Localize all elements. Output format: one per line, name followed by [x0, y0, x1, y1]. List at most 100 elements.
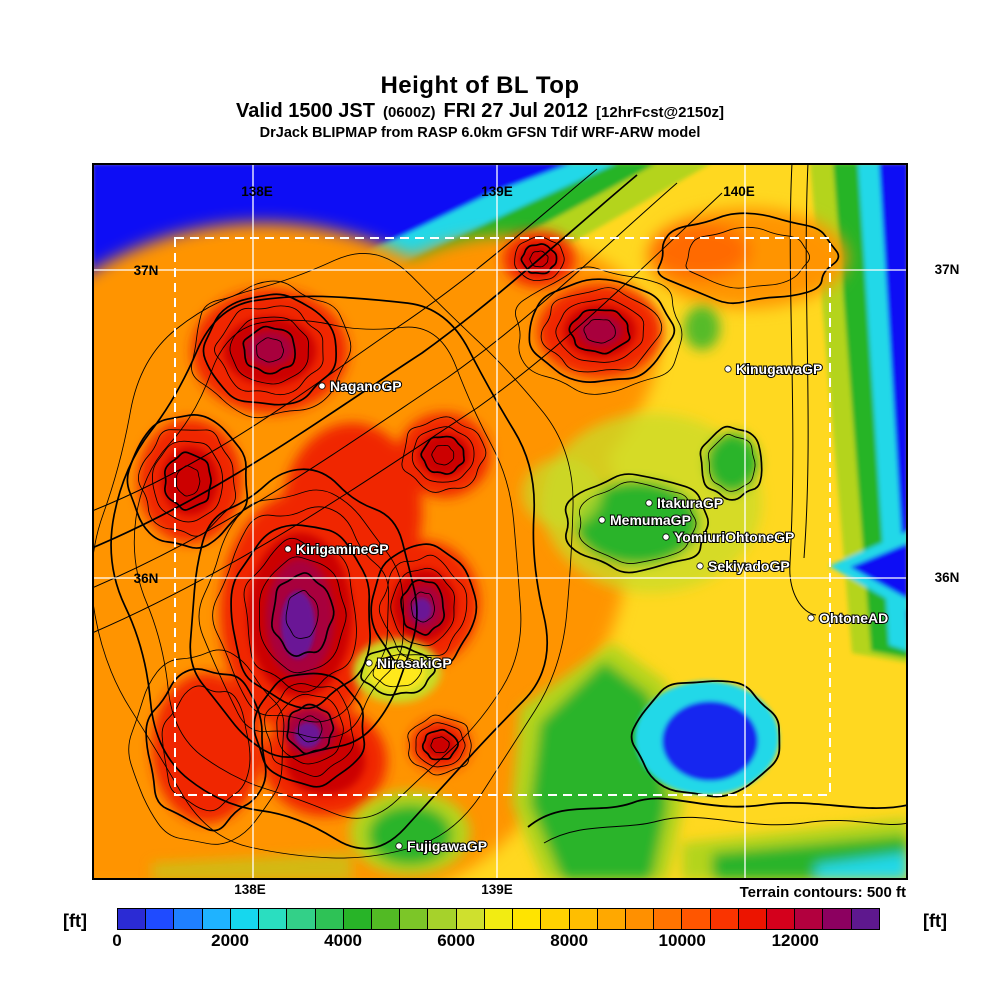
contour-ring — [529, 250, 549, 268]
contour-ring — [285, 590, 319, 639]
page-title: Height of BL Top — [380, 72, 580, 99]
station-dot — [395, 842, 403, 850]
contour-ring — [564, 473, 709, 574]
forecast-tag: [12hrFcst@2150z] — [596, 104, 725, 121]
valid-prefix: Valid 1500 JST — [235, 100, 375, 122]
lon-label-bottom: 139E — [481, 882, 513, 897]
model-line: DrJack BLIPMAP from RASP 6.0km GFSN Tdif… — [259, 125, 701, 141]
colorbar-segment — [710, 909, 739, 929]
contour-ring — [229, 316, 309, 385]
terrain-blob — [424, 732, 456, 758]
station-label: NaganoGP — [330, 378, 402, 394]
colorbar-tick-label: 4000 — [324, 931, 362, 950]
contour-line — [92, 168, 598, 512]
contour-ring — [685, 226, 811, 289]
contour-ring — [152, 440, 224, 523]
contour-ring — [578, 481, 697, 565]
terrain-blob — [162, 447, 218, 515]
terrain-blob — [816, 853, 908, 880]
lat-label-right: 37N — [934, 262, 960, 277]
valid-date: FRI 27 Jul 2012 — [443, 100, 589, 122]
contour-ring — [360, 645, 436, 696]
contour-ring — [400, 579, 445, 636]
colorbar-segment — [400, 909, 429, 929]
colorbar-segment — [513, 909, 542, 929]
terrain-blob — [418, 433, 470, 477]
station-dot — [284, 545, 292, 553]
station-dot — [807, 614, 815, 622]
contour-ring — [128, 649, 285, 845]
colorbar-tick-label: 12000 — [771, 931, 819, 950]
station-label: YomiuriOhtoneGP — [674, 529, 794, 545]
contour-ring — [243, 537, 357, 693]
station-label: ItakuraGP — [657, 495, 723, 511]
station-label: NirasakiGP — [377, 655, 452, 671]
contour-ring — [230, 524, 371, 710]
contour-ring — [126, 414, 249, 549]
colorbar-segment — [118, 909, 147, 929]
colorbar-segment — [738, 909, 768, 929]
terrain-blob — [662, 701, 758, 781]
stations-layer: NaganoGP KinugawaGP ItakuraGPMemumaGPYomiu… — [284, 360, 889, 855]
colorbar-segment — [767, 909, 796, 929]
lon-label-top: 138E — [241, 184, 273, 199]
terrain-blob — [706, 433, 758, 493]
grid-label-layer: 138E 139E 140E 37N 36N — [134, 184, 755, 586]
station-dot — [318, 382, 326, 390]
model-domain-dashed-box — [174, 237, 831, 796]
terrain-blob — [152, 853, 352, 880]
contour-ring — [390, 567, 455, 647]
contour-ring — [110, 295, 549, 850]
contour-ring — [707, 433, 756, 492]
contour-ring — [255, 337, 285, 363]
contour-line — [92, 174, 638, 549]
station-label: SekiyadoGP — [708, 558, 790, 574]
contour-ring — [161, 685, 251, 812]
station-dot — [696, 562, 704, 570]
valid-zulu: (0600Z) — [382, 104, 436, 121]
colorbar-segment — [541, 909, 570, 929]
contour-ring — [253, 672, 366, 788]
contour-ring — [92, 253, 574, 859]
station-label: OhtoneAD — [819, 610, 888, 626]
contour-ring — [528, 278, 676, 384]
colorbar-segment — [202, 909, 231, 929]
lon-label-top: 139E — [481, 184, 513, 199]
terrain-blob — [152, 673, 262, 823]
colorbar-segment — [654, 909, 683, 929]
contour-ring — [699, 425, 763, 501]
colorbar-segment — [174, 909, 203, 929]
lon-label-top: 140E — [723, 184, 755, 199]
contour-ring — [415, 722, 466, 768]
contour-line — [789, 163, 817, 616]
contour-ring — [568, 309, 631, 355]
contour-ring — [276, 693, 344, 765]
colorbar-segment — [343, 909, 372, 929]
bl-top-map-plot: 138E 139E 140E 37N 36N NaganoGP KinugawaGP Ita… — [92, 163, 908, 880]
colorbar-segment — [230, 909, 260, 929]
station-dot — [662, 533, 670, 541]
contour-line — [92, 192, 723, 634]
lat-label-left: 36N — [134, 571, 159, 586]
colorbar-segment — [823, 909, 852, 929]
colorbar-unit-right: [ft] — [923, 911, 947, 931]
contour-ring — [176, 465, 201, 497]
station-dot — [645, 499, 653, 507]
station-dot — [724, 365, 732, 373]
contour-ring — [555, 298, 645, 363]
colorbar-tick-label: 2000 — [211, 931, 249, 950]
colorbar-unit-left: [ft] — [63, 911, 87, 931]
terrain-blob — [368, 805, 452, 865]
colorbar-segment — [682, 909, 711, 929]
lat-label-left: 37N — [134, 263, 159, 278]
colorbar-segment — [795, 909, 824, 929]
colorbar-segment — [597, 909, 626, 929]
colorbar-tick-label: 10000 — [658, 931, 706, 950]
colorbar-segment — [456, 909, 485, 929]
pacific-ocean — [879, 163, 908, 643]
contour-ring — [515, 266, 683, 395]
terrain-blob — [281, 591, 315, 659]
latlon-grid-layer — [92, 163, 908, 880]
colorbar-segment — [146, 909, 175, 929]
